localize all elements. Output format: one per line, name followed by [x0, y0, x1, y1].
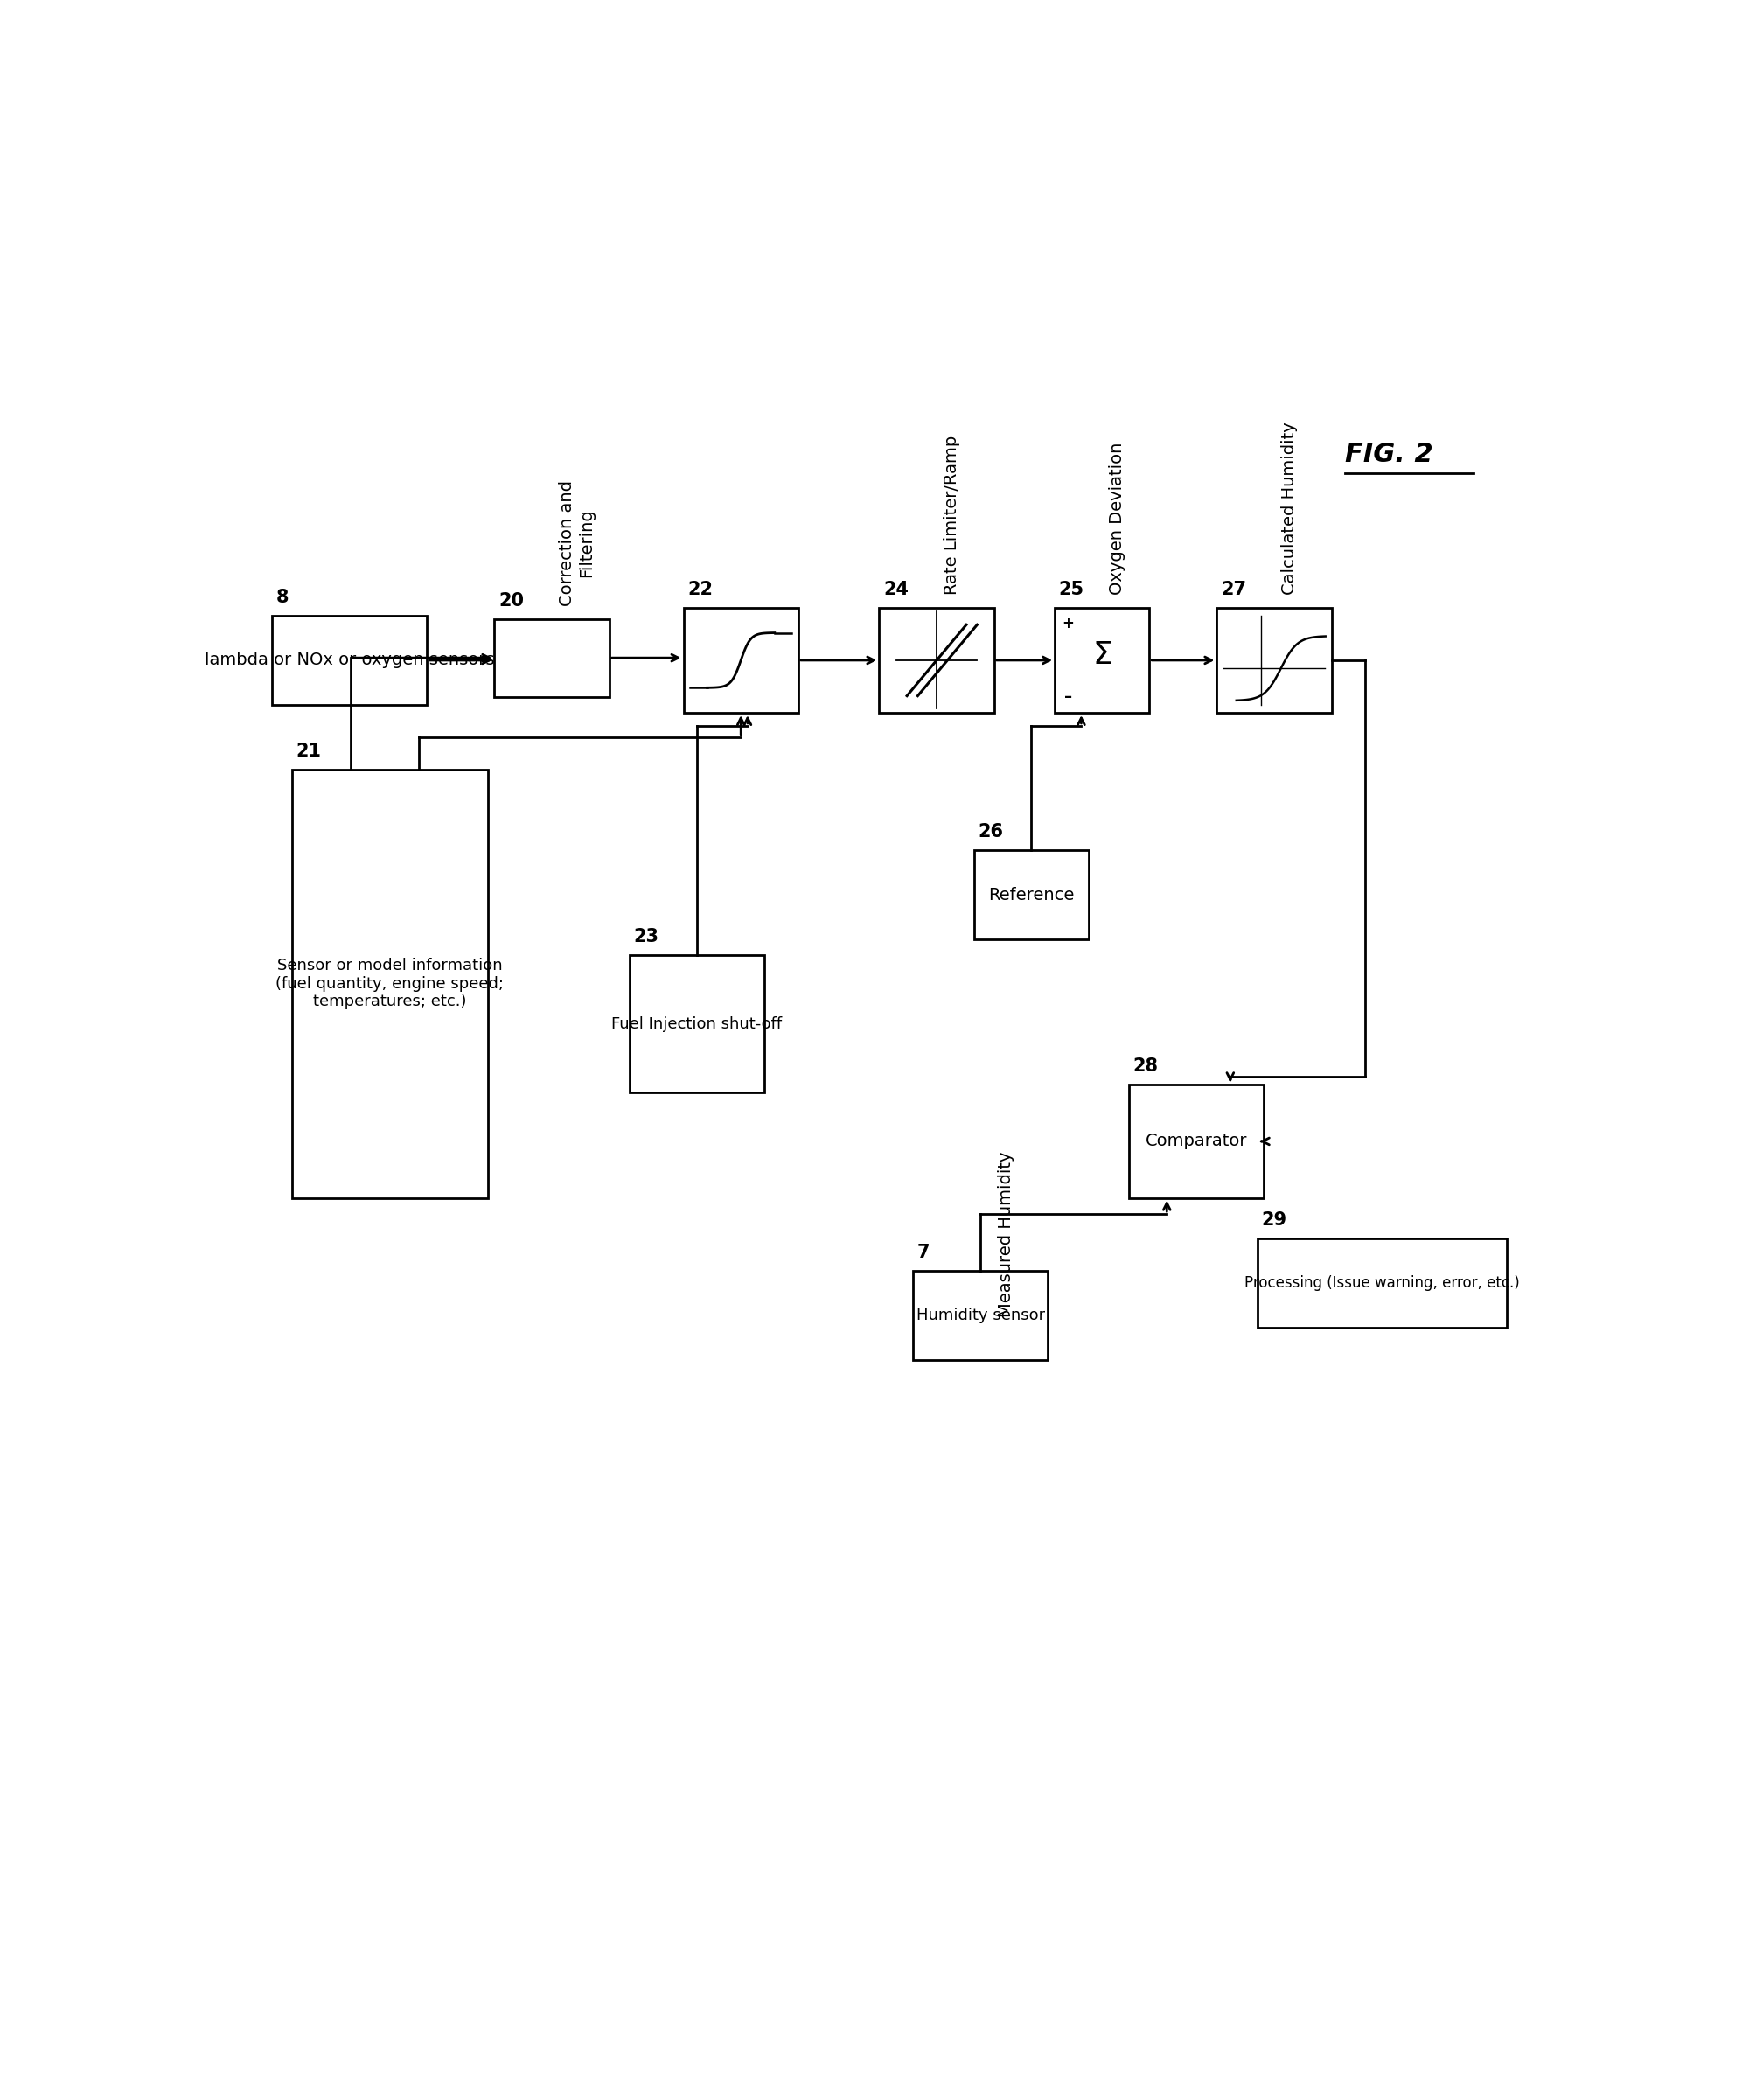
- Text: –: –: [1064, 689, 1073, 704]
- Text: Rate Limiter/Ramp: Rate Limiter/Ramp: [944, 435, 960, 594]
- Text: 27: 27: [1221, 580, 1246, 598]
- Text: lambda or NOx or oxygen sensors: lambda or NOx or oxygen sensors: [204, 651, 495, 668]
- Text: Fuel Injection shut-off: Fuel Injection shut-off: [611, 1016, 782, 1031]
- Text: Measured Humidity: Measured Humidity: [998, 1151, 1014, 1317]
- FancyBboxPatch shape: [1258, 1239, 1507, 1327]
- Text: Reference: Reference: [988, 886, 1075, 903]
- Text: Oxygen Deviation: Oxygen Deviation: [1108, 443, 1125, 594]
- FancyBboxPatch shape: [683, 607, 798, 712]
- Text: Correction and
Filtering: Correction and Filtering: [559, 481, 594, 607]
- Text: Sensor or model information
(fuel quantity, engine speed;
temperatures; etc.): Sensor or model information (fuel quanti…: [275, 958, 503, 1010]
- FancyBboxPatch shape: [629, 955, 765, 1092]
- Text: 21: 21: [296, 741, 322, 760]
- Text: 22: 22: [688, 580, 712, 598]
- Text: +: +: [1063, 615, 1075, 632]
- Text: Calculated Humidity: Calculated Humidity: [1280, 422, 1298, 594]
- FancyBboxPatch shape: [1056, 607, 1150, 712]
- Text: Comparator: Comparator: [1146, 1134, 1247, 1149]
- Text: 26: 26: [977, 823, 1003, 840]
- Text: 24: 24: [883, 580, 909, 598]
- FancyBboxPatch shape: [495, 620, 610, 697]
- FancyBboxPatch shape: [913, 1270, 1049, 1359]
- FancyBboxPatch shape: [1216, 607, 1331, 712]
- Text: 28: 28: [1132, 1058, 1158, 1075]
- Text: 25: 25: [1059, 580, 1084, 598]
- FancyBboxPatch shape: [1129, 1086, 1265, 1197]
- Text: 7: 7: [916, 1243, 930, 1260]
- Text: 8: 8: [275, 588, 289, 607]
- FancyBboxPatch shape: [272, 615, 427, 706]
- Text: 20: 20: [498, 592, 524, 609]
- Text: 23: 23: [634, 928, 658, 945]
- FancyBboxPatch shape: [293, 769, 488, 1197]
- Text: Processing (Issue warning, error, etc.): Processing (Issue warning, error, etc.): [1244, 1275, 1519, 1292]
- FancyBboxPatch shape: [974, 851, 1089, 939]
- Text: 29: 29: [1261, 1212, 1287, 1228]
- Text: Humidity sensor: Humidity sensor: [916, 1308, 1045, 1323]
- FancyBboxPatch shape: [880, 607, 995, 712]
- Text: FIG. 2: FIG. 2: [1345, 441, 1434, 466]
- Text: $\Sigma$: $\Sigma$: [1092, 640, 1111, 670]
